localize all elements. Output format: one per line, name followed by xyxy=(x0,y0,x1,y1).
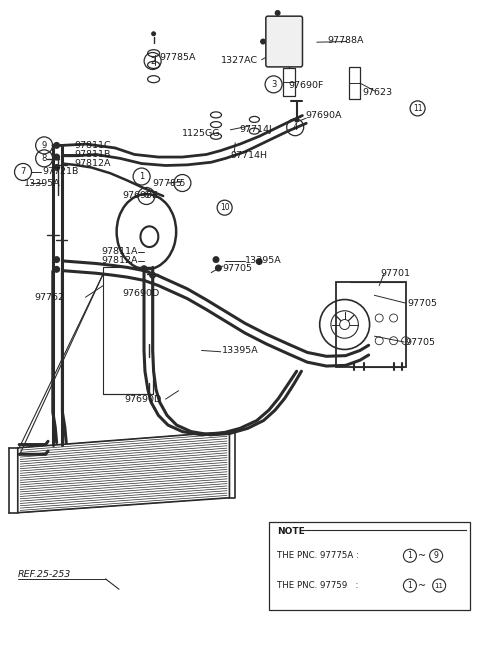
Text: 97785A: 97785A xyxy=(159,53,196,62)
Text: 97812A: 97812A xyxy=(102,256,138,265)
Text: 97623: 97623 xyxy=(362,88,392,97)
Circle shape xyxy=(53,266,60,273)
Circle shape xyxy=(53,164,60,171)
Text: 97812A: 97812A xyxy=(74,159,111,168)
Text: 97811C: 97811C xyxy=(74,141,111,150)
Circle shape xyxy=(287,53,292,58)
Text: 1327AC: 1327AC xyxy=(221,56,258,65)
Text: 97785: 97785 xyxy=(153,178,182,188)
Circle shape xyxy=(213,256,219,263)
Text: 3: 3 xyxy=(271,80,276,89)
FancyBboxPatch shape xyxy=(266,16,302,67)
Text: 11: 11 xyxy=(435,583,444,589)
Text: 97762: 97762 xyxy=(35,293,64,302)
Bar xyxy=(283,68,295,96)
Text: 97721B: 97721B xyxy=(42,167,79,177)
Text: 9: 9 xyxy=(42,141,47,150)
Text: 97714H: 97714H xyxy=(230,151,267,160)
Text: 97701: 97701 xyxy=(380,269,410,278)
Circle shape xyxy=(256,258,263,265)
Text: 8: 8 xyxy=(41,154,47,163)
Text: 97714J: 97714J xyxy=(239,125,272,134)
Text: 13395A: 13395A xyxy=(24,178,61,188)
Text: 1: 1 xyxy=(408,551,412,560)
Text: 97690A: 97690A xyxy=(305,111,342,120)
Bar xyxy=(349,67,360,99)
Text: NOTE: NOTE xyxy=(277,528,304,537)
Circle shape xyxy=(53,154,60,160)
Text: 97705: 97705 xyxy=(223,264,252,273)
Text: THE PNC. 97759   :: THE PNC. 97759 : xyxy=(277,581,358,590)
Text: 1: 1 xyxy=(408,581,412,590)
Circle shape xyxy=(260,38,266,45)
Text: 6: 6 xyxy=(144,191,149,201)
Text: 97788A: 97788A xyxy=(327,36,364,45)
Bar xyxy=(269,522,470,610)
Bar xyxy=(336,282,406,367)
Text: REF.25-253: REF.25-253 xyxy=(18,570,72,579)
Circle shape xyxy=(294,117,299,123)
Text: 97811A: 97811A xyxy=(102,247,138,256)
Text: 97705: 97705 xyxy=(407,299,437,308)
Circle shape xyxy=(215,265,222,271)
Text: 7: 7 xyxy=(20,167,26,177)
Text: ~: ~ xyxy=(418,551,426,561)
Text: 13395A: 13395A xyxy=(245,256,282,265)
Text: ~: ~ xyxy=(418,580,426,591)
Text: THE PNC. 97775A :: THE PNC. 97775A : xyxy=(277,551,359,560)
Text: 1: 1 xyxy=(139,172,144,181)
Circle shape xyxy=(149,272,156,278)
Text: 10: 10 xyxy=(220,203,229,212)
Circle shape xyxy=(53,256,60,263)
Circle shape xyxy=(275,10,281,16)
Text: 9: 9 xyxy=(434,551,439,560)
Circle shape xyxy=(151,31,156,36)
Text: 4: 4 xyxy=(293,123,298,132)
Text: 1125GG: 1125GG xyxy=(181,129,220,138)
Text: 97690D: 97690D xyxy=(125,395,162,404)
Text: 11: 11 xyxy=(413,104,422,113)
Text: 97690F: 97690F xyxy=(288,81,324,90)
Text: 97690D: 97690D xyxy=(122,289,160,298)
Text: 97811B: 97811B xyxy=(74,150,111,159)
Text: 2: 2 xyxy=(150,56,155,66)
Text: 5: 5 xyxy=(180,178,185,188)
Text: 97705: 97705 xyxy=(406,337,435,347)
Text: 13395A: 13395A xyxy=(222,346,259,355)
Circle shape xyxy=(141,265,147,272)
Circle shape xyxy=(53,142,60,149)
Text: 97690E: 97690E xyxy=(122,191,158,201)
